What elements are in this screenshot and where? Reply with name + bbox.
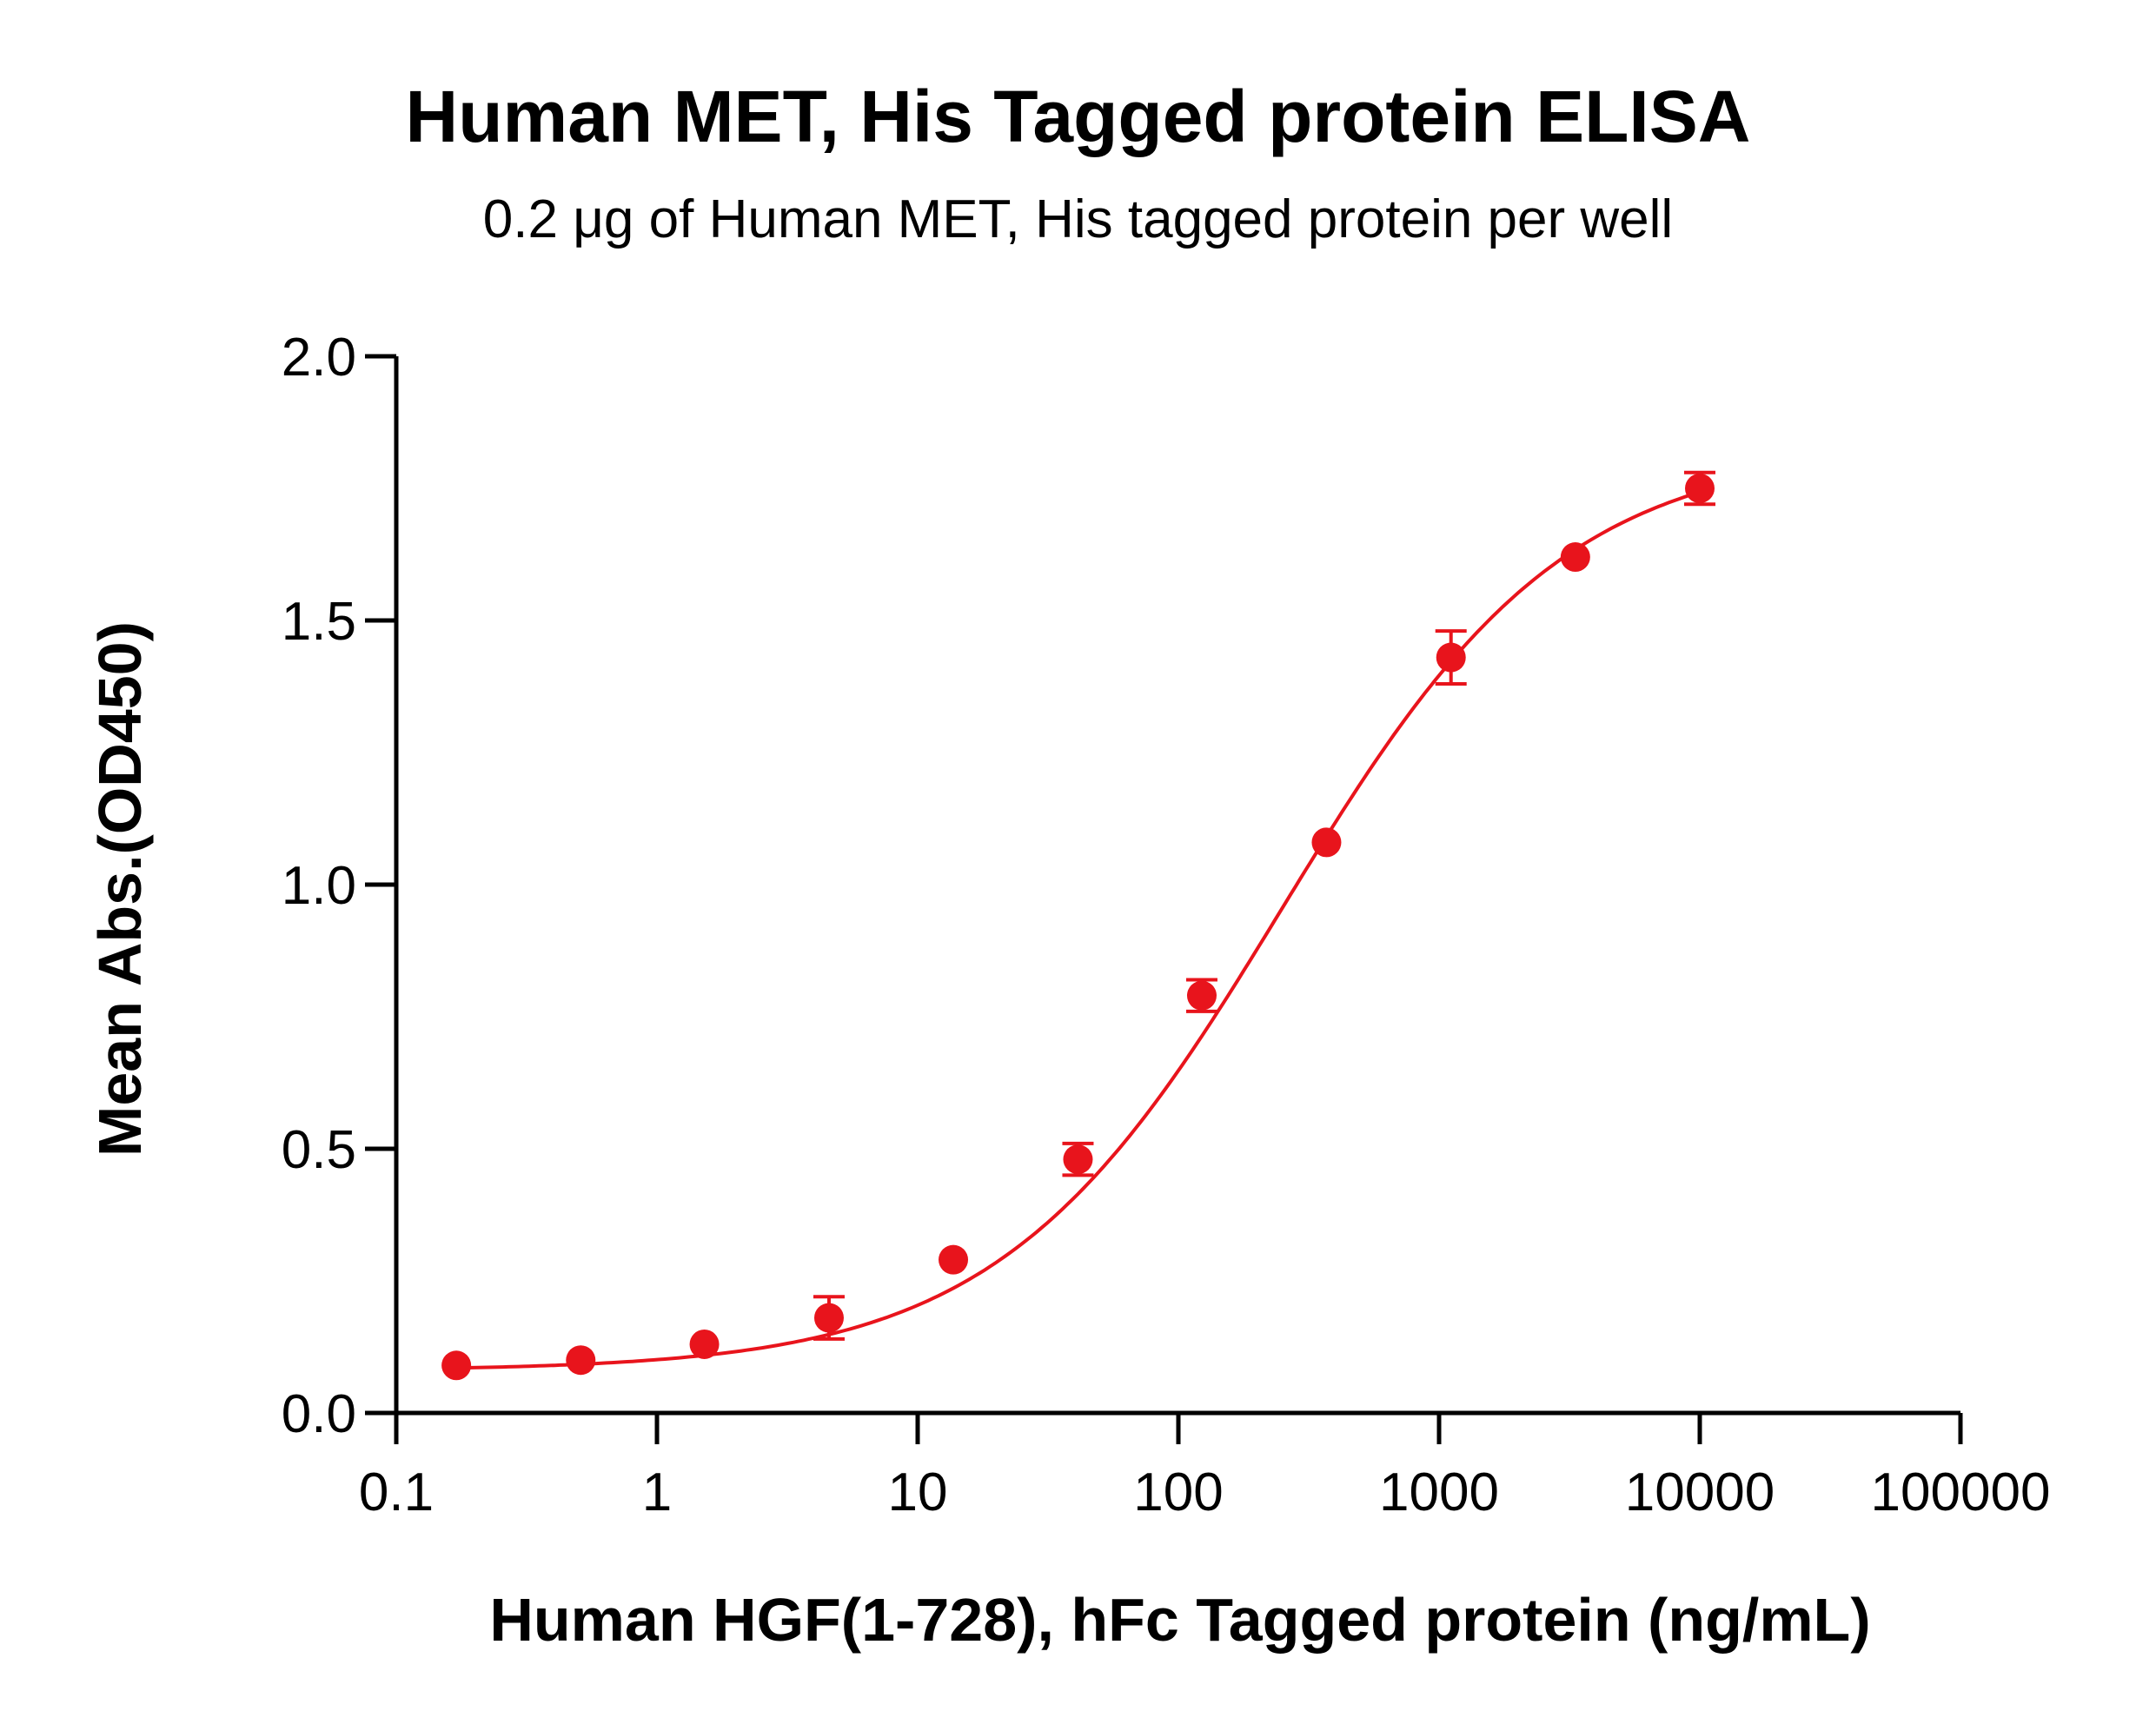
x-axis-title: Human HGF(1-728), hFc Tagged protein (ng… [489,1586,1870,1654]
x-tick-label: 100000 [1871,1462,2051,1522]
y-tick-label: 1.0 [282,856,356,916]
chart-title: Human MET, His Tagged protein ELISA [405,76,1751,157]
axes: 0.0 0.5 1.0 1.5 2.0 0.1 1 10 100 1000 10000 100000 [282,328,2051,1522]
data-point [1186,980,1217,1011]
y-tick-label: 2.0 [282,328,356,388]
chart-subtitle: 0.2 μg of Human MET, His tagged protein … [482,189,1674,249]
x-tick-label: 10 [888,1462,948,1522]
data-point [1560,542,1590,573]
x-tick-label: 1 [642,1462,672,1522]
data-point [689,1329,720,1359]
x-tick-label: 100 [1133,1462,1223,1522]
fit-curve [456,490,1701,1370]
data-point [1436,642,1466,673]
data-point [441,1350,472,1381]
data-point [939,1244,969,1275]
data-point [1063,1144,1093,1175]
y-tick-label: 1.5 [282,592,356,652]
y-tick-label: 0.5 [282,1120,356,1180]
x-tick-label: 0.1 [359,1462,434,1522]
data-points-layer [441,470,1715,1381]
x-tick-label: 1000 [1379,1462,1499,1522]
data-point [813,1303,844,1333]
data-point [1311,827,1342,858]
data-point [566,1345,596,1376]
y-tick-label: 0.0 [282,1384,356,1444]
x-tick-label: 10000 [1625,1462,1775,1522]
data-point [1685,474,1715,503]
y-axis-title: Mean Abs.(OD450) [86,621,154,1157]
fit-curve-layer [456,490,1701,1370]
